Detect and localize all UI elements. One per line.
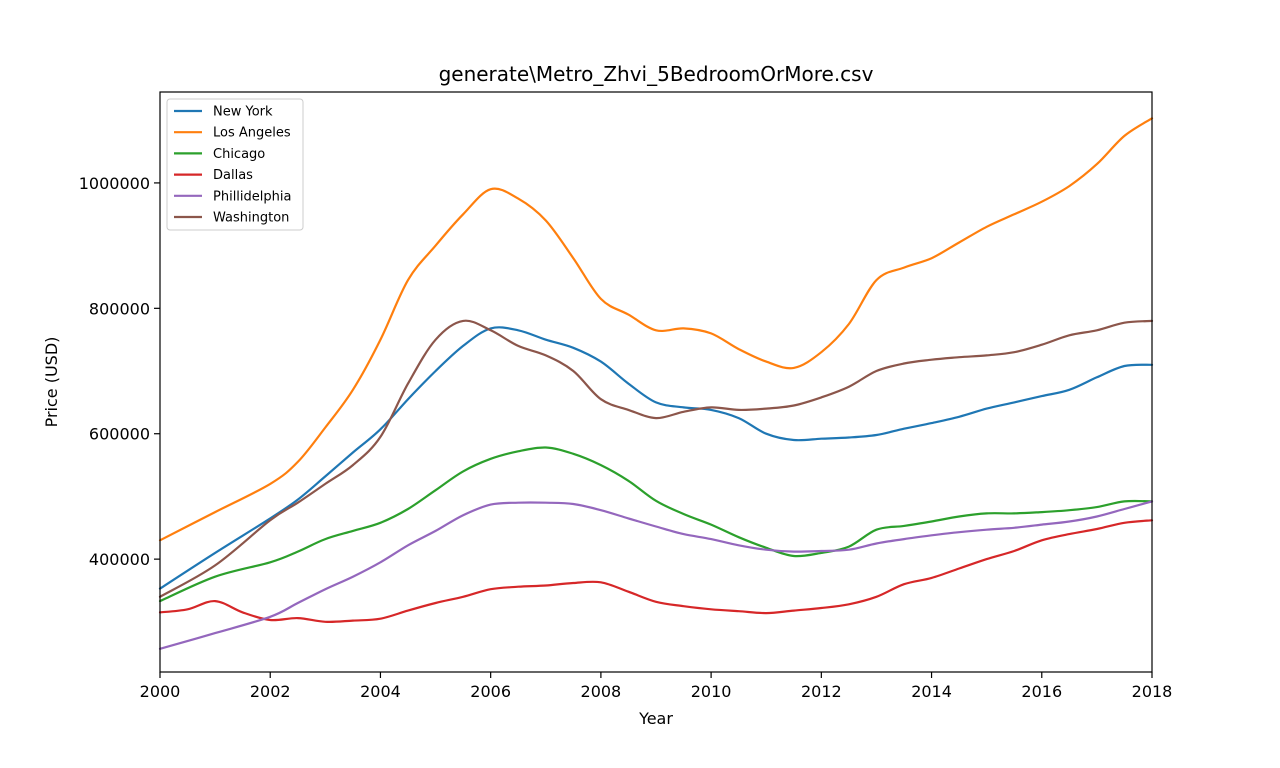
y-tick-label: 400000 — [89, 550, 150, 569]
legend-label-dallas: Dallas — [213, 168, 253, 183]
series-line-chicago — [158, 446, 1154, 603]
series-line-washington — [158, 319, 1154, 598]
plot-frame — [159, 91, 1153, 673]
x-tick-label: 2014 — [911, 682, 952, 701]
y-tick-label: 1000000 — [79, 174, 150, 193]
y-tick-label: 600000 — [89, 425, 150, 444]
series-line-phillidelphia — [158, 500, 1154, 650]
chart-title: generate\Metro_Zhvi_5BedroomOrMore.csv — [439, 62, 874, 86]
legend-label-washington: Washington — [213, 211, 289, 226]
x-axis-label: Year — [638, 709, 673, 728]
x-tick-label: 2006 — [470, 682, 511, 701]
x-tick-label: 2008 — [581, 682, 622, 701]
series-line-new-york — [158, 326, 1154, 590]
legend-label-chicago: Chicago — [213, 147, 265, 162]
x-tick-label: 2000 — [140, 682, 181, 701]
x-tick-label: 2012 — [801, 682, 842, 701]
x-tick-label: 2018 — [1132, 682, 1173, 701]
legend-label-new-york: New York — [213, 105, 273, 120]
legend: New York Los Angeles Chicago Dallas Phillide… — [166, 98, 304, 231]
y-tick-label: 800000 — [89, 299, 150, 318]
legend-label-los-angeles: Los Angeles — [213, 126, 291, 141]
series-lines — [158, 117, 1154, 650]
x-tick-label: 2004 — [360, 682, 401, 701]
x-tick-label: 2002 — [250, 682, 291, 701]
y-axis-ticks: 400000 600000 800000 1000000 — [79, 174, 160, 569]
x-tick-label: 2010 — [691, 682, 732, 701]
series-line-los-angeles — [158, 117, 1154, 542]
y-axis-label: Price (USD) — [42, 337, 61, 428]
x-tick-label: 2016 — [1021, 682, 1062, 701]
series-line-dallas — [158, 519, 1154, 624]
x-axis-ticks: 2000 2002 2004 2006 2008 2010 2012 2014 2016 2018 — [140, 672, 1173, 701]
legend-label-phillidelphia: Phillidelphia — [213, 189, 291, 204]
